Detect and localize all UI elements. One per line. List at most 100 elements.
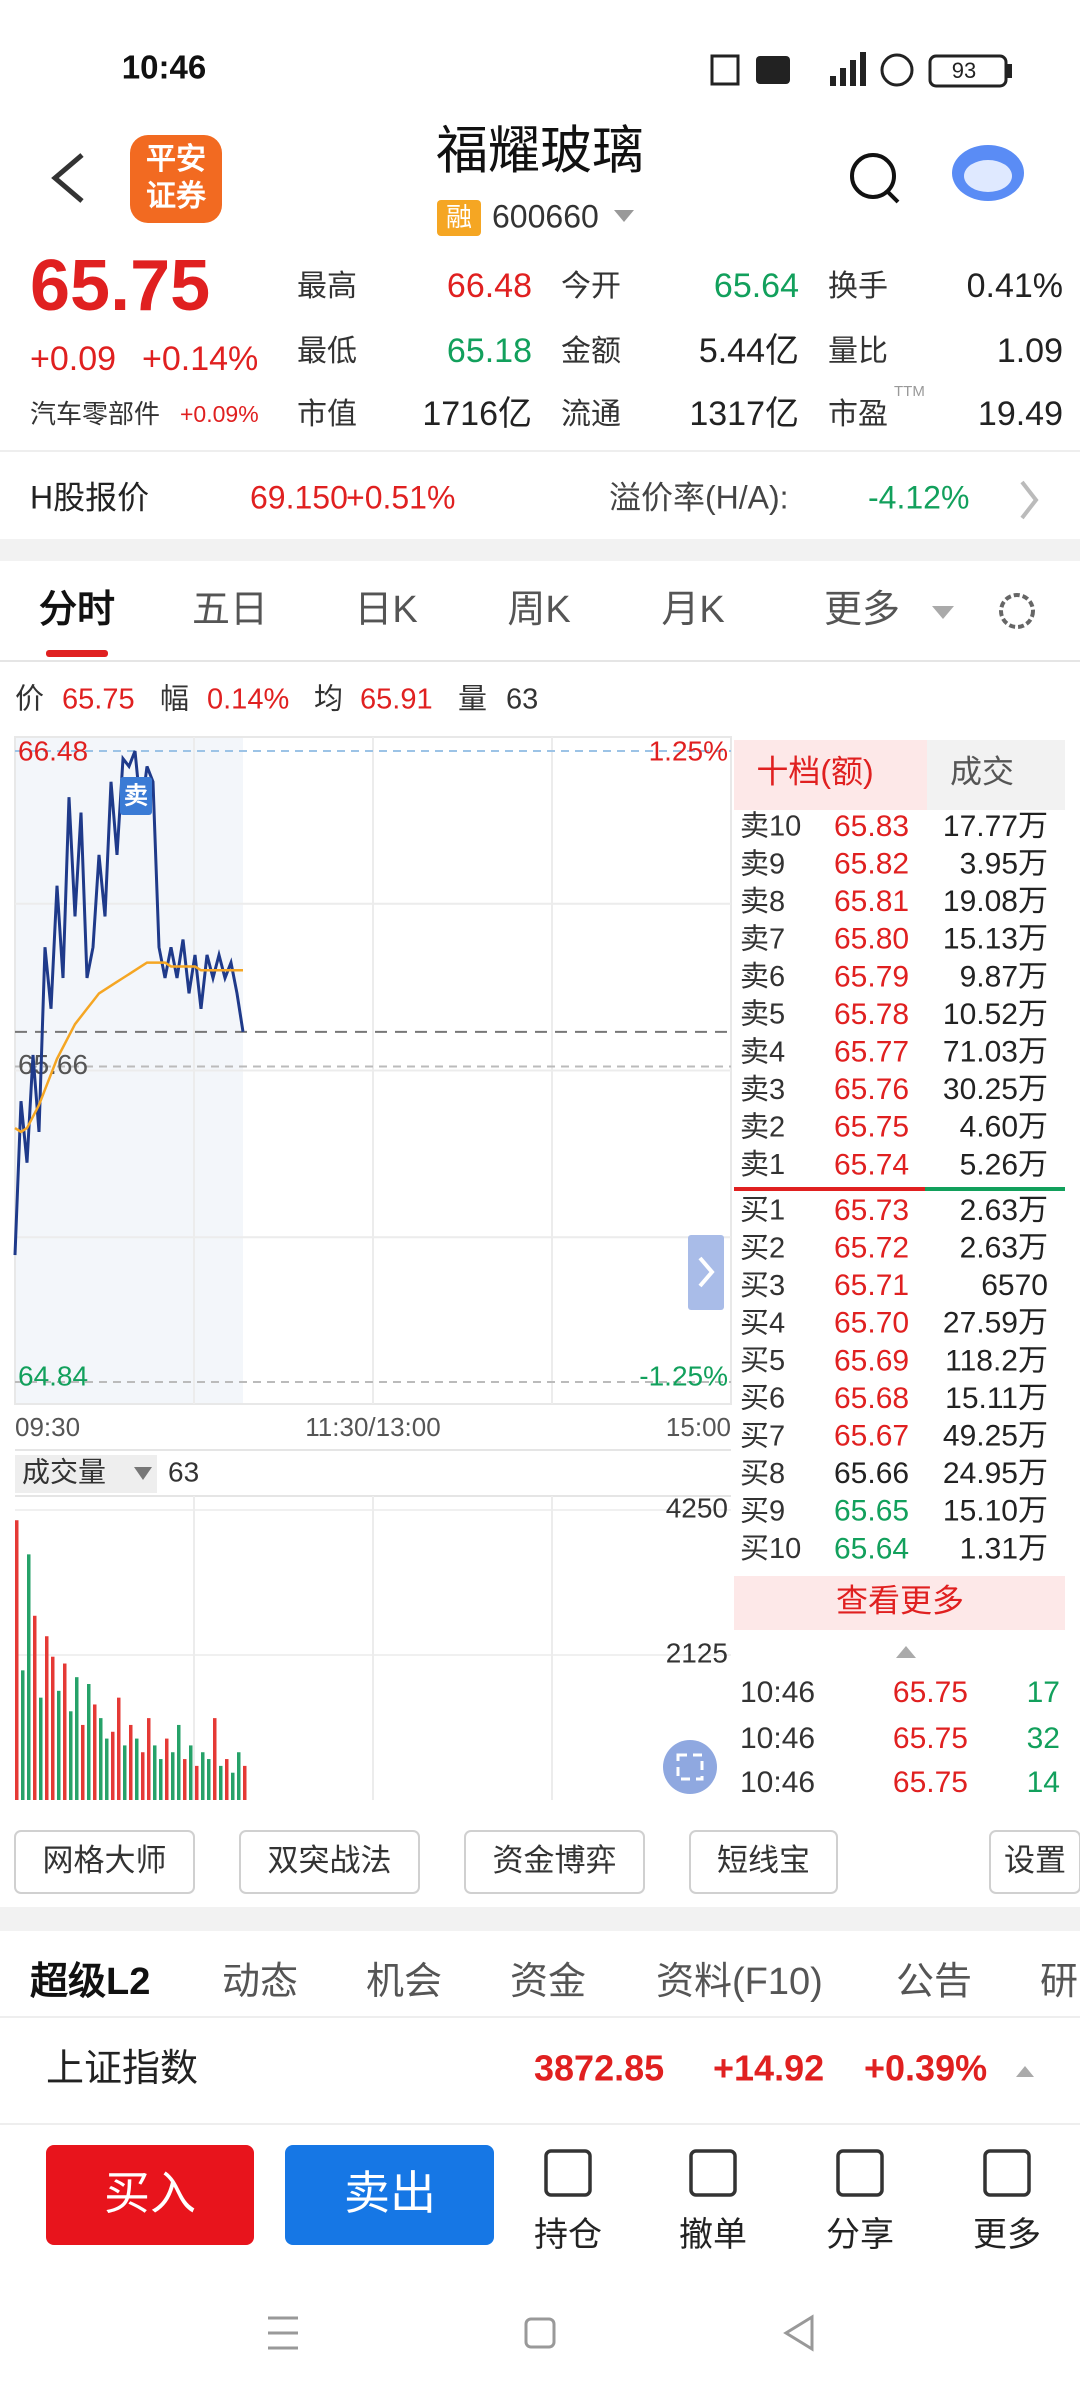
volume-bar xyxy=(231,1772,235,1800)
info-tab[interactable]: 资料(F10) xyxy=(656,1961,823,2003)
volume-bar xyxy=(225,1759,229,1800)
volume-bar xyxy=(57,1690,61,1800)
book-amount: 27.59万 xyxy=(943,1307,1048,1340)
badge xyxy=(437,200,481,236)
stat-value: 1716亿 xyxy=(422,395,532,433)
status-icon xyxy=(756,56,790,84)
index-change: +14.92 xyxy=(713,2048,824,2089)
chart-tab[interactable]: 日K xyxy=(354,589,417,631)
tool-button[interactable] xyxy=(239,1830,420,1894)
book-level: 卖5 xyxy=(740,999,785,1031)
stat-label: 今开 xyxy=(561,270,621,303)
stat-label: 最高 xyxy=(297,270,357,303)
trade-price: 65.75 xyxy=(893,1766,968,1799)
volume-bar xyxy=(195,1765,199,1800)
buy-button[interactable] xyxy=(46,2145,254,2245)
action-label[interactable]: 分享 xyxy=(826,2216,894,2254)
tool-button[interactable] xyxy=(464,1830,645,1894)
settings-button[interactable] xyxy=(999,593,1035,629)
trade-volume: 17 xyxy=(1027,1676,1060,1709)
book-amount: 5.26万 xyxy=(960,1148,1048,1181)
volume-bar xyxy=(189,1745,193,1800)
tool-button[interactable] xyxy=(14,1830,195,1894)
y-right-label: -1.25% xyxy=(639,1360,728,1391)
search-button[interactable] xyxy=(850,153,896,199)
trade-volume: 14 xyxy=(1027,1766,1060,1799)
chart-tab[interactable]: 周K xyxy=(507,589,570,631)
volume-bar xyxy=(237,1752,241,1800)
book-level: 买8 xyxy=(740,1458,785,1490)
info-tab[interactable]: 资金 xyxy=(510,1961,586,2003)
volume-bar xyxy=(123,1745,127,1800)
info-tab[interactable]: 机会 xyxy=(366,1961,442,2003)
volume-bar xyxy=(33,1615,37,1800)
volume-title: 成交量 xyxy=(22,1456,106,1487)
y-tick-label: 64.84 xyxy=(18,1360,88,1391)
stat-value: 65.18 xyxy=(447,332,532,370)
book-tab[interactable] xyxy=(927,740,1065,810)
tool-label: 网格大师 xyxy=(43,1843,167,1878)
book-tab[interactable] xyxy=(734,740,927,810)
book-price: 65.70 xyxy=(834,1307,909,1340)
volume-bar xyxy=(159,1759,163,1800)
search-handle xyxy=(886,190,900,204)
more-button[interactable] xyxy=(734,1576,1065,1630)
book-price: 65.78 xyxy=(834,998,909,1031)
tool-button[interactable] xyxy=(989,1830,1080,1894)
fullscreen-button[interactable] xyxy=(663,1740,717,1794)
tool-button[interactable] xyxy=(689,1830,838,1894)
battery-tip xyxy=(1007,64,1012,78)
stat-value: 66.48 xyxy=(447,267,532,305)
book-level: 卖9 xyxy=(740,848,785,880)
chart-tab[interactable]: 五日 xyxy=(192,589,268,631)
volume-bar xyxy=(87,1684,91,1800)
signal-bar xyxy=(840,68,846,86)
dropdown[interactable] xyxy=(614,210,634,222)
info-tab[interactable]: 研 xyxy=(1040,1961,1078,2003)
book-level: 卖8 xyxy=(740,886,785,918)
action-icon xyxy=(983,2149,1031,2197)
sell-button[interactable] xyxy=(285,2145,494,2245)
y-tick-label: 65.66 xyxy=(18,1049,88,1080)
change: +0.09 xyxy=(30,340,116,378)
index-arrow xyxy=(1016,2066,1034,2077)
action-label[interactable]: 持仓 xyxy=(534,2216,602,2254)
sector: 汽车零部件 xyxy=(30,399,160,429)
trade-price: 65.75 xyxy=(893,1676,968,1709)
price-line xyxy=(14,961,243,1134)
chevron[interactable] xyxy=(1020,480,1039,520)
book-level: 卖2 xyxy=(740,1111,785,1143)
book-tab-label: 成交 xyxy=(950,753,1014,789)
book-price: 65.66 xyxy=(834,1457,909,1490)
ttm: TTM xyxy=(894,383,925,400)
book-amount: 17.77万 xyxy=(943,810,1048,843)
info-tab[interactable]: 超级L2 xyxy=(30,1961,150,2003)
y-tick-label: 4250 xyxy=(666,1492,728,1523)
badge-text: 融 xyxy=(446,202,472,232)
book-amount: 4.60万 xyxy=(960,1111,1048,1144)
tool-label: 资金博弈 xyxy=(493,1843,617,1878)
volume-selector[interactable] xyxy=(15,1455,157,1493)
chart-tab[interactable]: 更多 xyxy=(824,589,900,631)
signal-bar xyxy=(830,76,836,86)
action-icon xyxy=(544,2149,592,2197)
info-tab[interactable]: 动态 xyxy=(222,1961,298,2003)
info-tab[interactable]: 公告 xyxy=(896,1961,972,2003)
dropdown xyxy=(134,1467,152,1480)
volume-bar xyxy=(27,1554,31,1800)
stat-label: 市值 xyxy=(297,398,357,431)
stat-value: 65.64 xyxy=(714,267,799,305)
back-button[interactable] xyxy=(51,153,84,203)
chart-tab[interactable]: 月K xyxy=(661,589,724,631)
stat-value: 5.44亿 xyxy=(699,332,799,370)
book-level: 买3 xyxy=(740,1270,785,1302)
stat-label: 流通 xyxy=(561,398,621,431)
book-tab-label: 十档(额) xyxy=(756,753,873,789)
more-label: 查看更多 xyxy=(836,1582,964,1618)
chart-tab[interactable]: 分时 xyxy=(39,589,115,631)
action-label[interactable]: 撤单 xyxy=(679,2216,747,2254)
premium: -4.12% xyxy=(868,479,969,515)
book-price: 65.69 xyxy=(834,1344,909,1377)
expand-tab[interactable] xyxy=(688,1235,724,1310)
action-label[interactable]: 更多 xyxy=(973,2216,1041,2254)
